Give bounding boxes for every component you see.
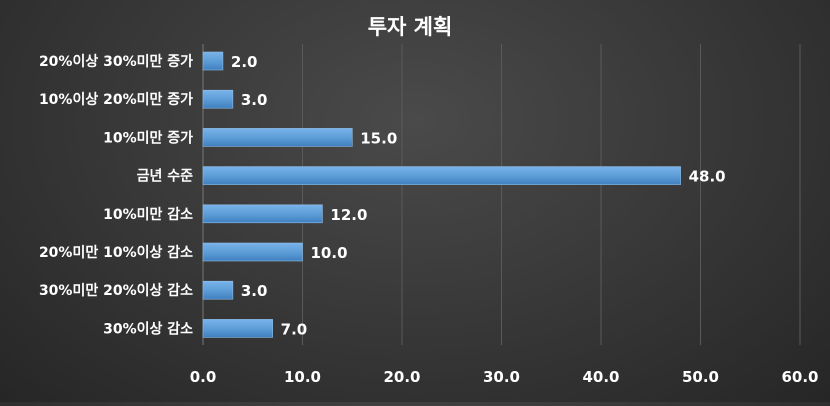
tick-layer: 0.0 10.0 20.0 30.0 40.0 50.0 60.0 xyxy=(190,368,819,386)
category-label: 10%미만 감소 xyxy=(103,206,193,223)
category-label: 10%미만 증가 xyxy=(103,130,193,146)
data-label: 48.0 xyxy=(689,168,726,186)
grid-layer xyxy=(202,44,801,345)
data-label: 15.0 xyxy=(360,129,397,147)
bar xyxy=(202,204,323,224)
category-label: 30%미만 20%이상 감소 xyxy=(39,282,193,299)
x-tick-label: 50.0 xyxy=(682,368,719,386)
category-label: 10%이상 20%미만 증가 xyxy=(39,91,193,108)
bar xyxy=(202,242,303,262)
bar xyxy=(202,166,681,185)
data-label: 12.0 xyxy=(330,206,367,224)
data-label: 3.0 xyxy=(241,282,268,300)
x-tick-label: 10.0 xyxy=(284,368,321,386)
x-tick-label: 40.0 xyxy=(582,368,619,386)
category-label: 20%이상 30%미만 증가 xyxy=(39,53,193,70)
data-label: 2.0 xyxy=(231,53,258,71)
label-layer: 20%이상 30%미만 증가 2.0 10%이상 20%미만 증가 3.0 10%미만 … xyxy=(39,53,726,338)
chart-title: 투자 계획 xyxy=(368,15,453,39)
bar xyxy=(202,89,234,109)
data-label: 7.0 xyxy=(281,320,308,338)
bar-layer xyxy=(202,51,681,338)
category-label: 금년 수준 xyxy=(137,169,194,185)
bar xyxy=(202,51,224,71)
bar xyxy=(202,128,353,147)
category-label: 30%이상 감소 xyxy=(103,320,193,337)
bar xyxy=(202,280,234,300)
data-label: 10.0 xyxy=(311,244,348,262)
bar xyxy=(202,319,273,338)
data-label: 3.0 xyxy=(241,91,268,109)
category-label: 20%미만 10%이상 감소 xyxy=(39,244,193,261)
x-tick-label: 60.0 xyxy=(781,368,818,386)
x-tick-label: 30.0 xyxy=(483,368,520,386)
x-tick-label: 0.0 xyxy=(190,368,217,386)
x-tick-label: 20.0 xyxy=(383,368,420,386)
